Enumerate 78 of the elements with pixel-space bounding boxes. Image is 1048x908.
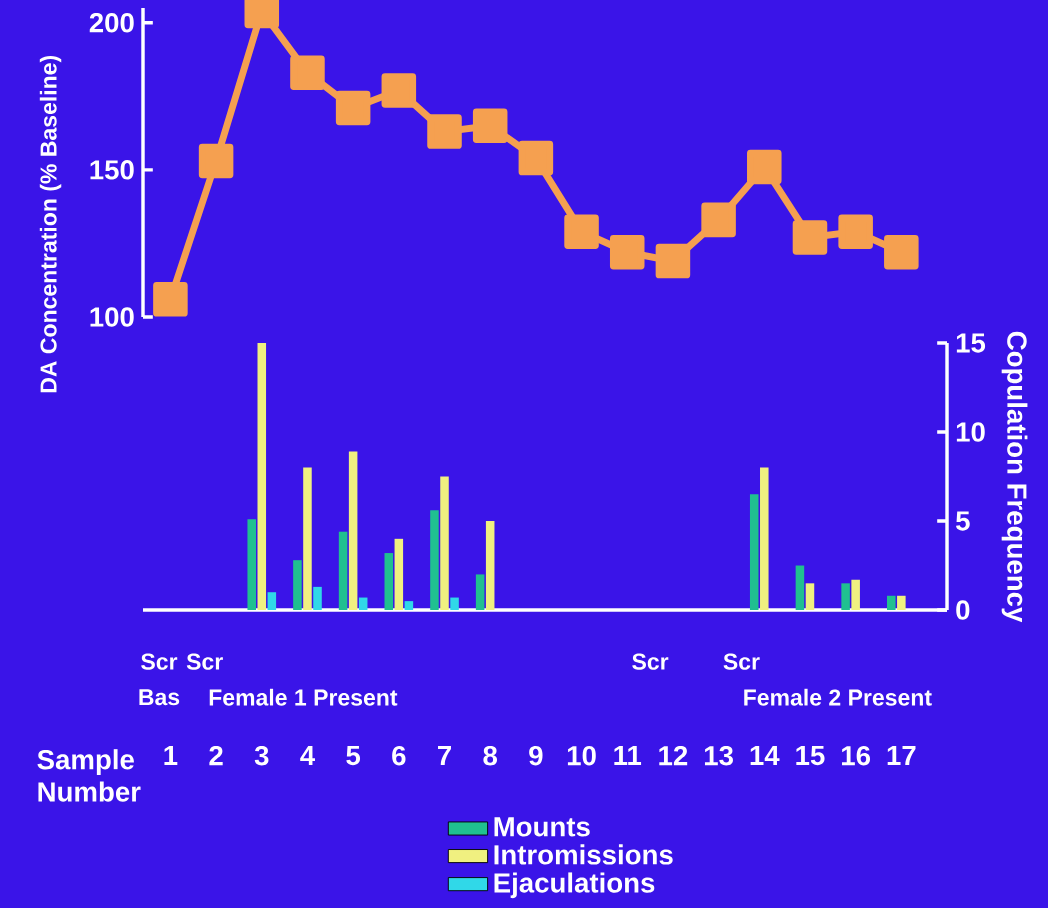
bar <box>358 597 368 611</box>
bar <box>749 494 759 611</box>
point <box>290 55 325 91</box>
bar <box>475 574 485 611</box>
bar <box>841 583 850 611</box>
y-axis-title: DA Concentration (% Baseline) <box>39 55 62 393</box>
bar <box>267 592 277 611</box>
x-tick-label: 4 <box>300 745 315 765</box>
bar <box>897 595 906 611</box>
x-tick-label: 5 <box>346 745 361 766</box>
x-tick-label: 10 <box>567 745 596 766</box>
point <box>427 114 462 149</box>
point <box>701 202 736 238</box>
point <box>564 214 599 249</box>
point <box>884 234 919 270</box>
bar <box>760 467 769 611</box>
legend-label: Ejaculations <box>494 872 655 899</box>
x-tick-label: 11 <box>614 745 642 765</box>
text: Scr <box>141 653 178 670</box>
point <box>609 234 645 270</box>
bar <box>338 531 348 611</box>
x-axis-title: Sample Number <box>37 749 141 802</box>
x-tick-label: 1 <box>164 745 178 765</box>
y-tick-label: 100 <box>90 307 134 327</box>
point <box>381 73 417 108</box>
bar <box>851 579 860 611</box>
x-tick-label: 16 <box>842 745 871 766</box>
point <box>335 90 371 126</box>
bar <box>805 583 815 611</box>
text: Bas <box>139 689 180 706</box>
bar <box>257 343 267 611</box>
text: Scr <box>723 653 760 670</box>
bar <box>293 560 302 611</box>
bar <box>485 521 495 611</box>
bar <box>795 565 805 611</box>
bar <box>440 476 449 611</box>
x-tick-label: 6 <box>392 745 406 766</box>
bar <box>394 538 404 611</box>
y-tick-label: 150 <box>90 160 134 180</box>
text: Scr <box>186 653 223 670</box>
x-tick-label: 17 <box>887 745 916 765</box>
bar <box>348 451 358 611</box>
legend-label: Mounts <box>494 817 590 837</box>
x-tick-label: 9 <box>529 745 543 766</box>
point <box>472 108 508 143</box>
point <box>518 140 554 176</box>
y-tick-label: 10 <box>956 422 985 442</box>
text: Female 1 Present <box>209 688 398 706</box>
point <box>198 143 234 179</box>
bar <box>247 519 256 611</box>
y-tick-label: 0 <box>956 600 970 620</box>
bar <box>313 586 322 611</box>
x-tick-label: 14 <box>750 745 780 765</box>
y-tick-label: 15 <box>956 333 986 353</box>
bar <box>887 595 896 611</box>
point <box>792 220 828 255</box>
x-tick-label: 2 <box>209 745 223 766</box>
point <box>153 282 188 317</box>
x-tick-label: 12 <box>659 745 688 766</box>
bar <box>450 597 459 611</box>
y-axis-title: Copulation Frequency <box>1001 331 1028 623</box>
point <box>747 149 782 185</box>
x-tick-label: 13 <box>704 745 733 766</box>
x-tick-label: 7 <box>438 745 451 765</box>
text: Female 2 Present <box>744 688 932 706</box>
x-tick-label: 8 <box>483 745 498 766</box>
bar <box>384 553 394 611</box>
bar <box>430 510 439 611</box>
point <box>838 214 873 249</box>
y-tick-label: 5 <box>956 511 970 531</box>
y-tick-label: 200 <box>89 12 134 33</box>
bar <box>404 601 414 611</box>
x-tick-label: 15 <box>796 745 825 766</box>
bar <box>303 467 312 611</box>
text: Scr <box>632 653 669 670</box>
point <box>655 243 691 279</box>
x-tick-label: 3 <box>254 745 269 766</box>
legend-label: Intromissions <box>494 844 673 865</box>
